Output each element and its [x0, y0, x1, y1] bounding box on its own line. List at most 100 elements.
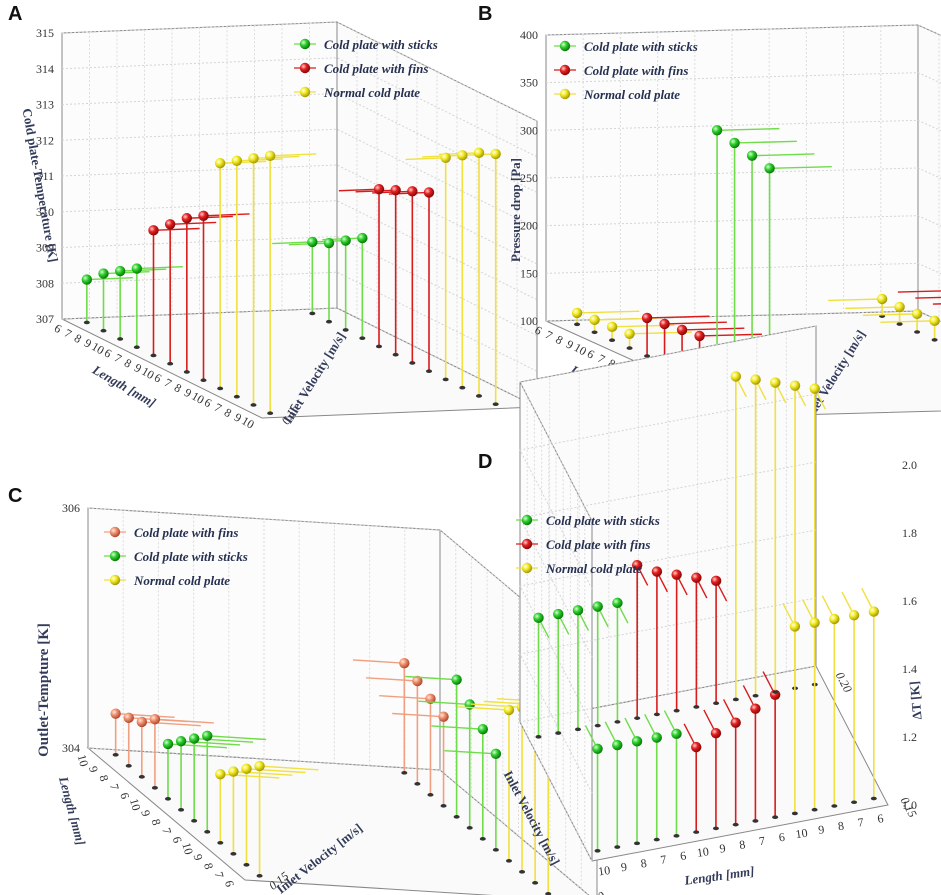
data-point[interactable] [423, 187, 435, 198]
data-point[interactable] [641, 312, 653, 324]
data-point[interactable] [438, 711, 449, 722]
data-point[interactable] [490, 748, 502, 760]
data-point[interactable] [162, 738, 174, 750]
data-point[interactable] [123, 712, 134, 724]
data-point[interactable] [340, 235, 351, 246]
data-point[interactable] [477, 723, 489, 735]
data-point[interactable] [81, 274, 93, 285]
data-point[interactable] [553, 608, 564, 620]
z-tick-label: 308 [36, 276, 54, 290]
base-marker [492, 402, 499, 406]
data-point[interactable] [503, 704, 515, 716]
data-point[interactable] [149, 714, 161, 725]
data-point[interactable] [624, 328, 635, 340]
data-point[interactable] [202, 730, 213, 742]
data-point[interactable] [412, 675, 423, 687]
data-point[interactable] [241, 763, 252, 775]
data-point[interactable] [440, 152, 451, 163]
data-point[interactable] [809, 383, 820, 394]
data-point[interactable] [876, 293, 888, 305]
data-point[interactable] [114, 265, 126, 277]
data-point[interactable] [228, 766, 239, 777]
x-tick-label: 7 [595, 351, 607, 366]
data-point[interactable] [572, 605, 584, 616]
data-point[interactable] [894, 301, 905, 313]
data-point[interactable] [770, 377, 781, 388]
data-point[interactable] [473, 147, 485, 159]
data-point[interactable] [829, 613, 840, 625]
data-point[interactable] [631, 559, 643, 571]
data-point[interactable] [710, 727, 722, 739]
data-point[interactable] [164, 219, 176, 230]
data-point[interactable] [671, 728, 682, 740]
data-point[interactable] [730, 717, 741, 728]
data-point[interactable] [691, 741, 702, 753]
data-point[interactable] [750, 374, 761, 385]
data-point[interactable] [848, 610, 860, 621]
data-point[interactable] [868, 606, 880, 617]
data-point[interactable] [592, 743, 603, 754]
data-point[interactable] [451, 674, 462, 685]
data-point[interactable] [612, 597, 623, 609]
data-point[interactable] [809, 617, 820, 628]
data-point[interactable] [606, 321, 618, 333]
data-point[interactable] [671, 569, 682, 580]
data-point[interactable] [729, 137, 740, 149]
data-point[interactable] [651, 732, 662, 743]
data-point[interactable] [214, 158, 226, 169]
data-point[interactable] [110, 708, 121, 719]
data-point[interactable] [136, 716, 148, 728]
data-point[interactable] [148, 225, 159, 236]
data-point[interactable] [691, 572, 702, 583]
data-point[interactable] [175, 736, 187, 747]
data-point[interactable] [373, 183, 385, 195]
base-marker [914, 330, 921, 334]
data-point[interactable] [659, 318, 670, 330]
data-point[interactable] [254, 760, 265, 772]
connector-line [154, 718, 214, 724]
data-point[interactable] [457, 150, 468, 161]
data-point[interactable] [248, 153, 259, 164]
data-point[interactable] [589, 314, 600, 326]
data-point[interactable] [694, 330, 705, 342]
x-tick-label: 7 [543, 327, 555, 342]
data-point[interactable] [264, 150, 276, 162]
x-tick-label: 8 [837, 819, 845, 834]
data-point[interactable] [390, 185, 401, 196]
data-point[interactable] [399, 657, 410, 669]
data-point[interactable] [676, 324, 688, 336]
data-point[interactable] [357, 232, 368, 244]
data-point[interactable] [651, 566, 663, 577]
data-point[interactable] [533, 612, 544, 624]
base-marker [459, 385, 466, 390]
data-point[interactable] [407, 186, 418, 197]
data-point[interactable] [188, 733, 200, 744]
data-point[interactable] [571, 307, 583, 319]
data-point[interactable] [307, 236, 318, 248]
data-point[interactable] [181, 213, 193, 224]
data-point[interactable] [631, 736, 643, 747]
data-point[interactable] [789, 380, 801, 391]
x-tick-label: 9 [620, 860, 628, 875]
data-point[interactable] [198, 210, 209, 221]
base-marker [414, 782, 421, 786]
data-point[interactable] [710, 575, 722, 587]
data-point[interactable] [929, 315, 940, 327]
data-point[interactable] [592, 601, 603, 612]
data-point[interactable] [746, 150, 758, 161]
connector-line [352, 659, 405, 664]
data-point[interactable] [231, 155, 243, 166]
data-point[interactable] [98, 268, 109, 279]
data-point[interactable] [215, 769, 226, 780]
legend-marker [109, 574, 121, 586]
data-point[interactable] [911, 308, 923, 320]
data-point[interactable] [750, 703, 761, 714]
data-point[interactable] [131, 263, 143, 274]
data-point[interactable] [789, 621, 801, 632]
data-point[interactable] [490, 148, 501, 160]
data-point[interactable] [764, 163, 775, 174]
data-point[interactable] [711, 125, 723, 136]
data-point[interactable] [323, 237, 335, 249]
data-point[interactable] [730, 371, 742, 382]
data-point[interactable] [612, 739, 623, 751]
